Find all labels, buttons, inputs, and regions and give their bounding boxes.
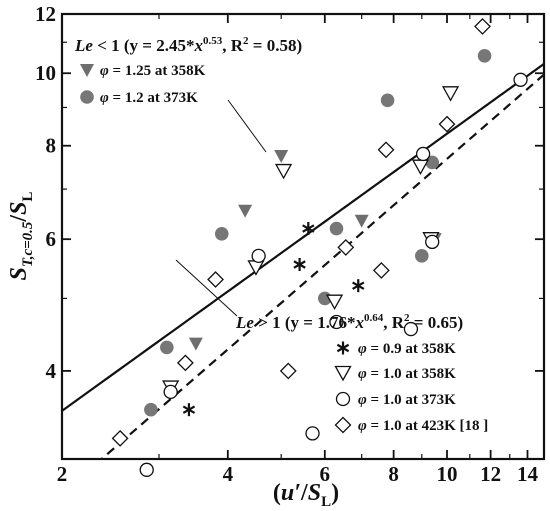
data-point <box>380 93 395 108</box>
data-point <box>274 150 289 164</box>
data-point <box>274 163 293 180</box>
data-point <box>372 262 390 279</box>
data-point <box>160 340 174 355</box>
legend-label: φ = 1.25 at 358K <box>100 63 206 79</box>
data-point <box>441 86 460 102</box>
data-point <box>425 155 440 170</box>
data-point <box>415 249 429 263</box>
legend-label: φ = 1.0 at 423K [18 ] <box>358 418 488 434</box>
y-tick-label: 10 <box>35 61 56 85</box>
data-point <box>337 238 355 256</box>
data-point <box>302 222 315 236</box>
data-point <box>411 159 430 176</box>
data-point <box>238 204 253 218</box>
y-tick-label: 4 <box>46 359 57 383</box>
data-point <box>251 248 266 263</box>
data-point <box>214 227 229 241</box>
svg-text:ST,c=0.5/SL: ST,c=0.5/SL <box>6 192 36 281</box>
legend-marker <box>334 416 352 434</box>
data-point <box>325 294 344 311</box>
y-tick-label: 8 <box>46 134 57 158</box>
data-point <box>144 402 158 417</box>
data-point <box>182 403 196 417</box>
data-point <box>163 384 178 400</box>
y-tick-label: 6 <box>46 227 57 251</box>
legend-marker <box>80 90 94 104</box>
le-gt-1-callout-line <box>175 259 238 317</box>
x-tick-label: 12 <box>480 462 501 486</box>
fit-curve-le-lt-1 <box>62 62 544 412</box>
x-tick-label: 10 <box>437 462 458 486</box>
data-point <box>188 337 203 351</box>
x-tick-label: 4 <box>223 462 234 486</box>
legend-marker <box>334 365 352 382</box>
data-point <box>139 462 154 477</box>
data-point <box>415 146 431 162</box>
y-tick-label: 12 <box>35 2 56 26</box>
x-tick-label: 14 <box>517 462 539 486</box>
data-point <box>329 221 344 236</box>
data-point <box>474 17 491 35</box>
legend-label: φ = 1.0 at 358K <box>358 366 456 382</box>
legend-marker <box>336 341 350 355</box>
plot-frame <box>60 12 546 461</box>
le-lt-1-callout-line <box>227 99 267 153</box>
data-point <box>354 214 369 228</box>
x-tick-label: 6 <box>320 462 331 486</box>
legend-label: φ = 1.0 at 373K <box>358 392 456 408</box>
data-point <box>305 426 320 441</box>
y-axis-label: ST,c=0.5/SL <box>6 192 36 281</box>
legend-marker <box>80 64 94 77</box>
data-point <box>279 362 297 380</box>
data-point <box>425 234 440 250</box>
legend-label: φ = 1.2 at 373K <box>100 90 198 106</box>
data-point <box>377 141 395 159</box>
data-point <box>477 49 492 63</box>
data-point <box>352 279 365 293</box>
fit-curve-le-gt-1 <box>100 73 544 459</box>
data-point <box>438 115 456 133</box>
data-point <box>403 321 419 337</box>
data-point <box>513 72 528 87</box>
fit-le-lt-1-annotation: Le < 1 (y = 2.45*x0.53, R2 = 0.58) <box>74 35 302 55</box>
x-tick-label: 8 <box>388 462 399 486</box>
fit-le-gt-1-annotation: Le > 1 (y = 1.76*x0.64, R2 = 0.65) <box>235 312 463 332</box>
x-tick-label: 2 <box>57 462 68 486</box>
data-point <box>329 314 344 330</box>
data-point <box>111 429 129 447</box>
legend-marker <box>335 391 351 407</box>
data-point <box>176 354 194 372</box>
legend-label: φ = 0.9 at 358K <box>358 341 456 357</box>
data-point <box>207 271 224 288</box>
data-point <box>293 258 306 272</box>
